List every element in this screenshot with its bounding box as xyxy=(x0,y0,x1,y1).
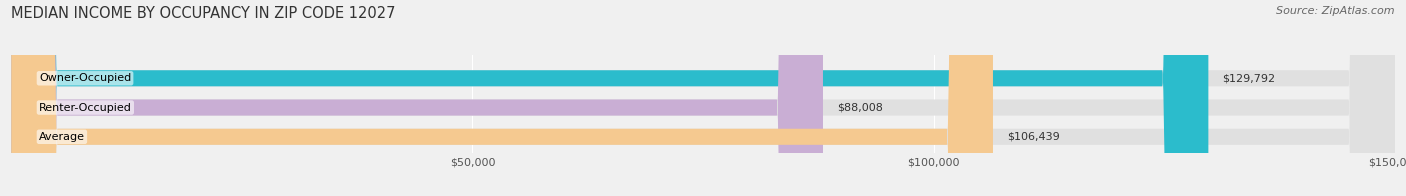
Text: Renter-Occupied: Renter-Occupied xyxy=(39,103,132,113)
FancyBboxPatch shape xyxy=(11,0,1395,196)
Text: Average: Average xyxy=(39,132,84,142)
Text: $129,792: $129,792 xyxy=(1222,73,1275,83)
FancyBboxPatch shape xyxy=(11,0,1395,196)
FancyBboxPatch shape xyxy=(11,0,1208,196)
FancyBboxPatch shape xyxy=(11,0,993,196)
Text: Source: ZipAtlas.com: Source: ZipAtlas.com xyxy=(1277,6,1395,16)
Text: Owner-Occupied: Owner-Occupied xyxy=(39,73,131,83)
FancyBboxPatch shape xyxy=(11,0,823,196)
Text: $88,008: $88,008 xyxy=(837,103,883,113)
Text: MEDIAN INCOME BY OCCUPANCY IN ZIP CODE 12027: MEDIAN INCOME BY OCCUPANCY IN ZIP CODE 1… xyxy=(11,6,395,21)
FancyBboxPatch shape xyxy=(11,0,1395,196)
Text: $106,439: $106,439 xyxy=(1007,132,1060,142)
